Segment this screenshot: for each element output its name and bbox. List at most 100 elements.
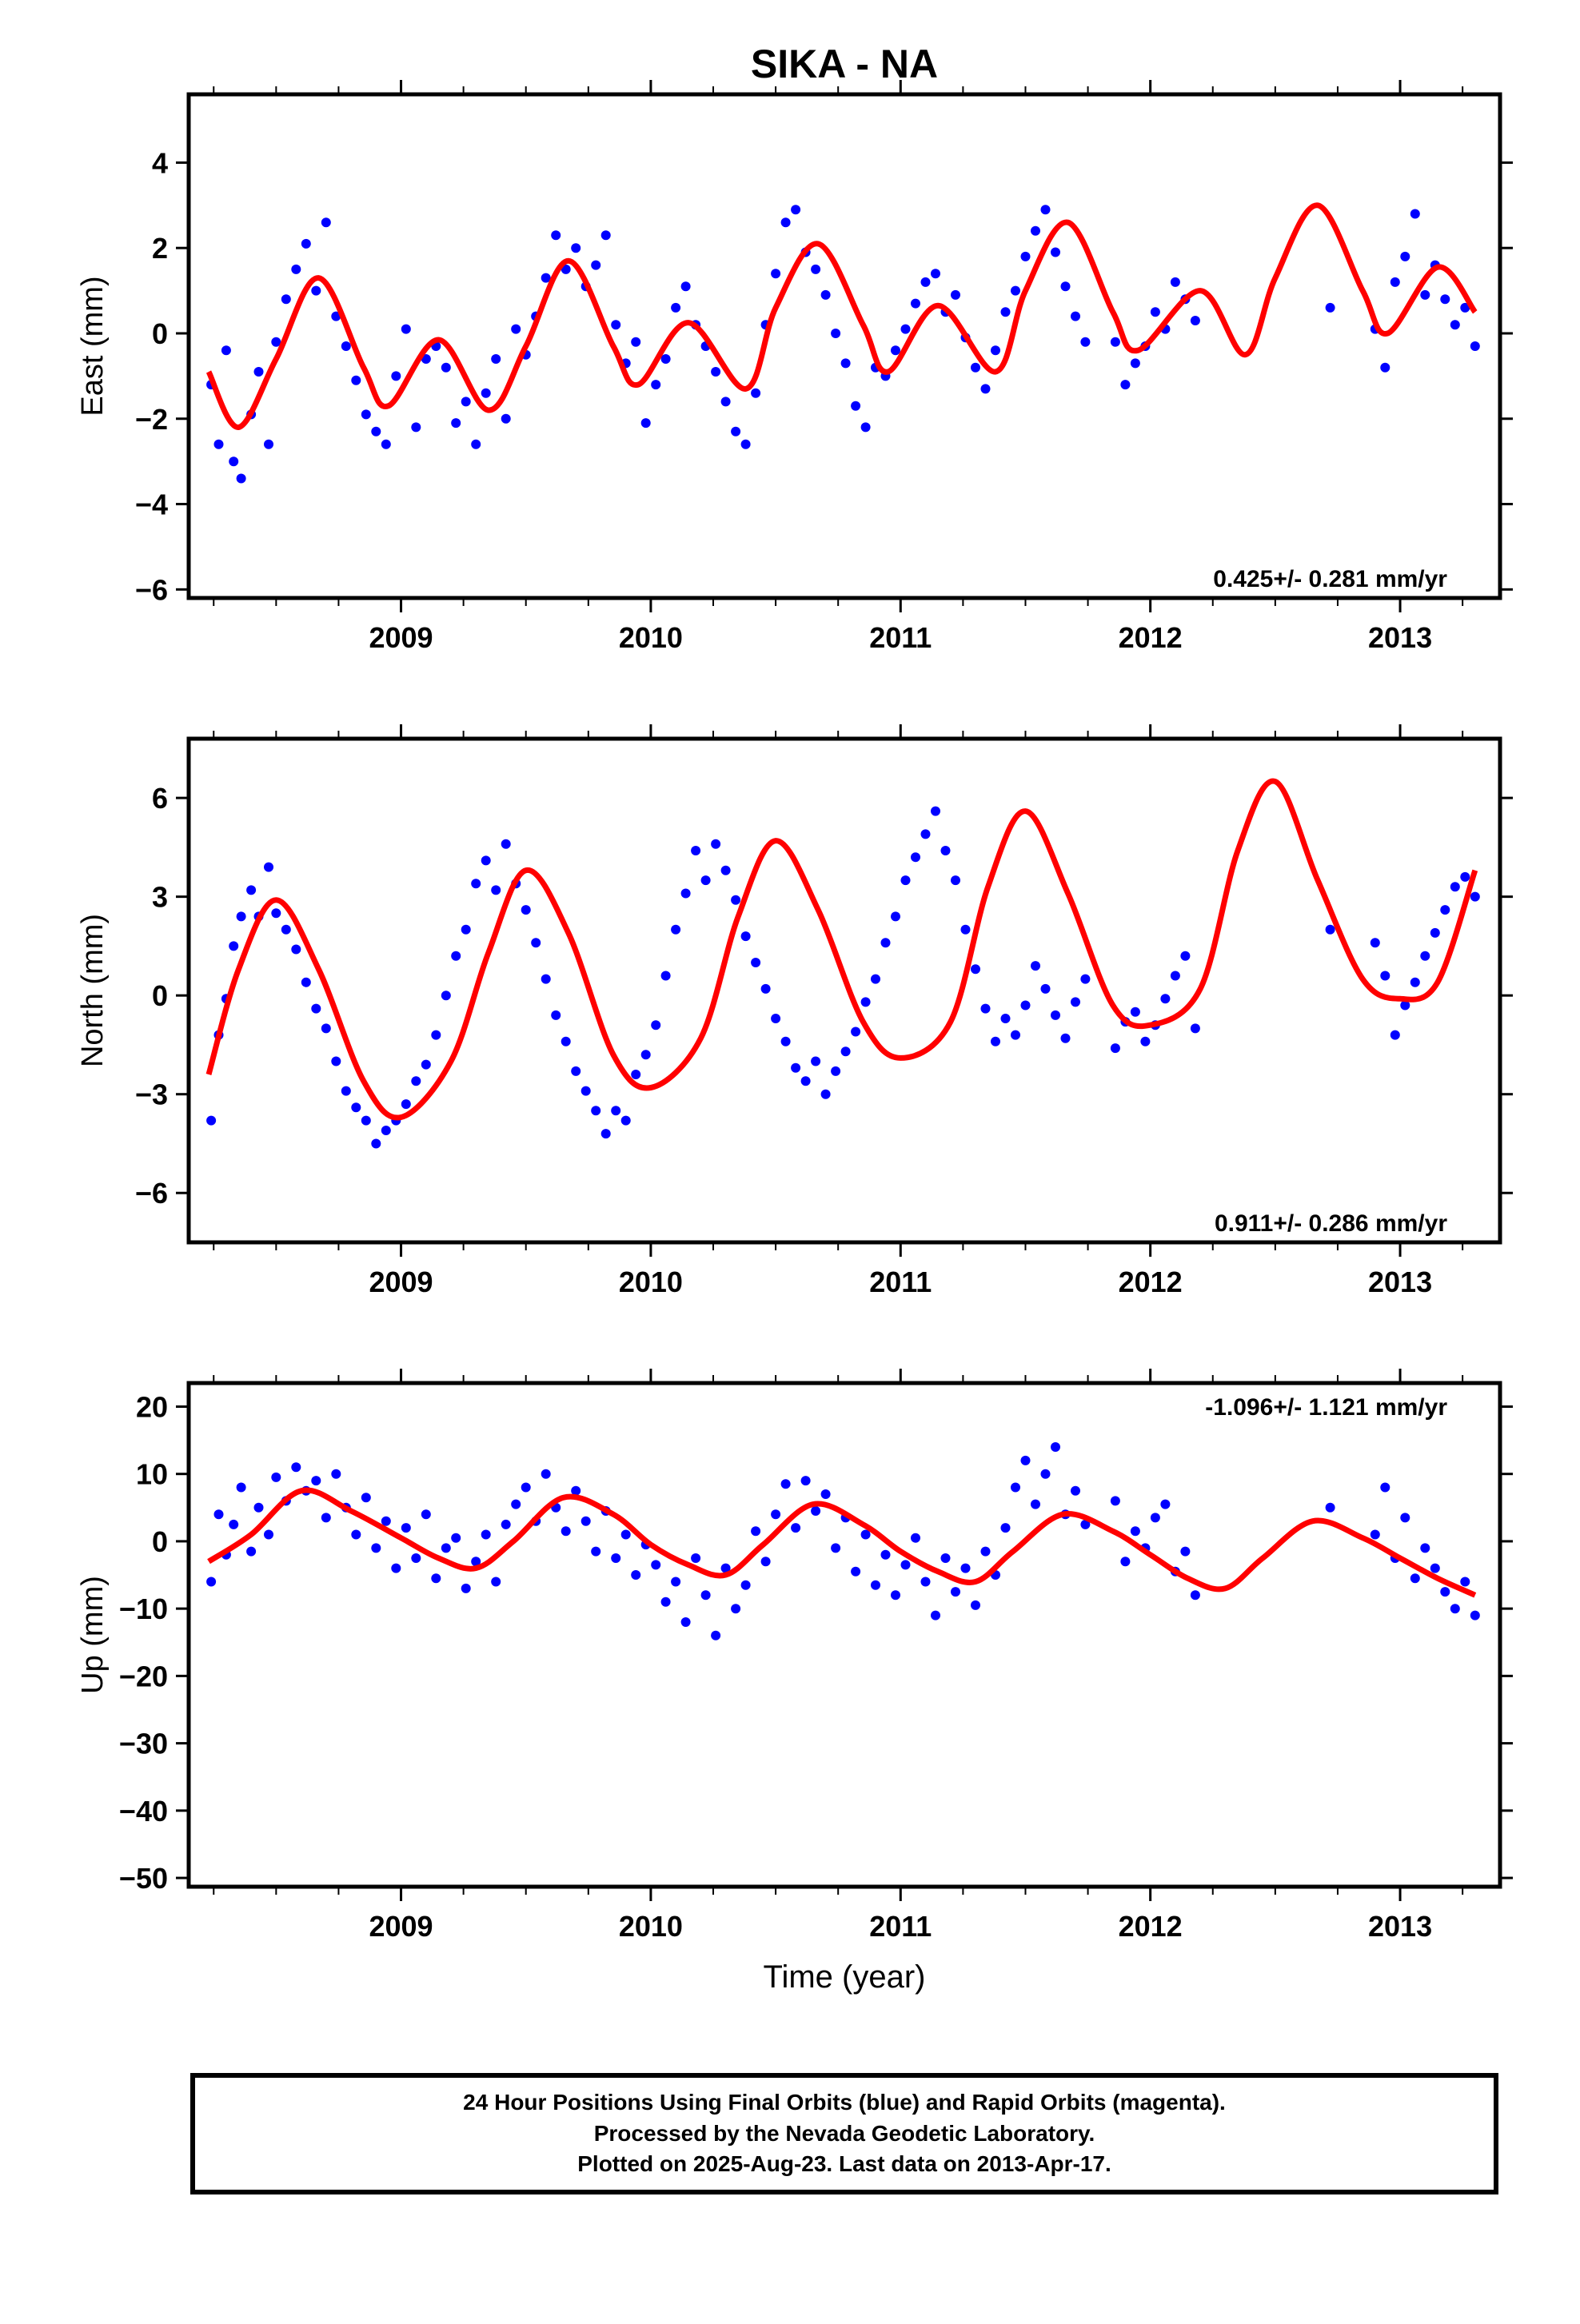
up-data-point bbox=[381, 1516, 391, 1526]
north-data-point bbox=[811, 1056, 821, 1066]
up-y-tick-label: −10 bbox=[119, 1593, 168, 1625]
footer-line-1: 24 Hour Positions Using Final Orbits (bl… bbox=[463, 2090, 1226, 2115]
east-data-point bbox=[1190, 316, 1200, 325]
east-data-point bbox=[311, 285, 321, 296]
north-data-point bbox=[1110, 1043, 1120, 1054]
up-data-point bbox=[391, 1563, 401, 1573]
east-data-point bbox=[991, 345, 1000, 356]
east-data-point bbox=[1051, 247, 1060, 257]
east-y-tick-label: 4 bbox=[152, 146, 168, 179]
north-data-point bbox=[991, 1036, 1000, 1046]
up-data-point bbox=[851, 1566, 861, 1577]
east-data-point bbox=[461, 397, 471, 407]
north-data-point bbox=[1020, 1000, 1031, 1011]
north-data-point bbox=[491, 885, 501, 895]
north-rate-label: 0.911+/- 0.286 mm/yr bbox=[1215, 1210, 1447, 1237]
north-data-point bbox=[1380, 971, 1390, 981]
up-data-point bbox=[581, 1516, 591, 1526]
north-data-point bbox=[711, 839, 721, 849]
up-data-point bbox=[960, 1563, 971, 1573]
north-data-point bbox=[720, 865, 731, 875]
north-data-point bbox=[471, 879, 481, 889]
north-y-tick-label: −6 bbox=[135, 1177, 168, 1210]
north-data-point bbox=[1071, 997, 1080, 1007]
up-data-point bbox=[611, 1553, 621, 1563]
up-data-point bbox=[751, 1526, 761, 1537]
north-y-tick-label: −3 bbox=[135, 1078, 168, 1111]
north-data-point bbox=[1410, 977, 1420, 987]
east-data-point bbox=[1470, 341, 1480, 351]
north-data-point bbox=[311, 1003, 321, 1014]
up-data-point bbox=[1160, 1499, 1171, 1509]
up-data-point bbox=[1470, 1610, 1480, 1620]
north-data-point bbox=[611, 1106, 621, 1116]
east-data-point bbox=[1071, 311, 1080, 321]
up-data-point bbox=[771, 1509, 781, 1520]
north-data-point bbox=[940, 846, 951, 855]
east-data-point bbox=[1380, 362, 1390, 373]
north-data-point bbox=[900, 875, 911, 886]
panel-north: 2009 2010 2011 2012 2013 −6 −3 0 3 6 North (mm) 0.9… bbox=[76, 724, 1513, 1298]
up-data-point bbox=[491, 1577, 501, 1587]
east-data-point bbox=[680, 281, 691, 292]
up-data-point bbox=[401, 1523, 411, 1533]
up-x-tick-label: 2013 bbox=[1368, 1910, 1432, 1943]
north-data-point bbox=[281, 924, 291, 935]
up-data-point bbox=[511, 1499, 521, 1509]
north-data-point bbox=[871, 974, 880, 984]
east-data-point bbox=[221, 345, 231, 356]
up-data-point bbox=[1051, 1442, 1060, 1452]
up-data-point bbox=[671, 1577, 681, 1587]
east-data-point bbox=[851, 401, 861, 411]
north-data-point bbox=[229, 941, 239, 951]
east-data-point bbox=[660, 354, 671, 364]
east-data-point bbox=[900, 324, 911, 334]
north-data-point bbox=[740, 931, 751, 942]
east-data-point bbox=[1440, 294, 1450, 305]
north-data-point bbox=[561, 1036, 571, 1046]
north-data-point bbox=[291, 944, 301, 955]
north-data-point bbox=[620, 1115, 631, 1126]
north-data-point bbox=[1180, 951, 1191, 961]
north-data-point bbox=[691, 846, 701, 855]
east-data-point bbox=[229, 456, 239, 467]
east-data-point bbox=[600, 230, 611, 241]
east-data-point bbox=[780, 217, 791, 228]
north-data-point bbox=[401, 1099, 411, 1110]
east-x-tick-label: 2010 bbox=[619, 621, 683, 654]
east-data-point bbox=[840, 358, 851, 369]
up-data-point bbox=[831, 1543, 841, 1553]
east-data-point bbox=[611, 320, 621, 330]
east-data-point bbox=[971, 362, 980, 373]
east-data-point bbox=[381, 439, 391, 449]
x-axis-label: Time (year) bbox=[764, 1959, 926, 1995]
up-data-point bbox=[1120, 1557, 1131, 1567]
north-data-point bbox=[341, 1086, 351, 1096]
north-x-tick-label: 2011 bbox=[869, 1266, 932, 1298]
east-data-point bbox=[451, 418, 461, 429]
up-x-tick-label: 2010 bbox=[619, 1910, 683, 1943]
up-data-point bbox=[891, 1590, 900, 1600]
footer-line-2: Processed by the Nevada Geodetic Laborat… bbox=[593, 2120, 1095, 2146]
up-data-point bbox=[229, 1519, 239, 1529]
east-data-point bbox=[860, 422, 871, 433]
up-data-point bbox=[1071, 1485, 1080, 1496]
east-data-point bbox=[471, 439, 481, 449]
north-data-point bbox=[551, 1010, 561, 1020]
up-data-point bbox=[236, 1482, 246, 1493]
east-data-point bbox=[1120, 380, 1131, 390]
up-data-point bbox=[311, 1476, 321, 1486]
north-data-point bbox=[581, 1086, 591, 1096]
up-data-point bbox=[971, 1600, 980, 1610]
up-data-point bbox=[253, 1502, 264, 1513]
east-plot-frame bbox=[186, 92, 1502, 600]
north-data-point bbox=[421, 1059, 431, 1070]
up-data-point bbox=[461, 1583, 471, 1593]
east-data-point bbox=[1325, 302, 1335, 313]
north-data-point bbox=[461, 924, 471, 935]
north-data-point bbox=[1440, 905, 1450, 915]
up-data-point bbox=[720, 1563, 731, 1573]
up-data-point bbox=[1180, 1546, 1191, 1557]
up-data-point bbox=[206, 1577, 217, 1587]
east-data-point bbox=[771, 269, 781, 279]
